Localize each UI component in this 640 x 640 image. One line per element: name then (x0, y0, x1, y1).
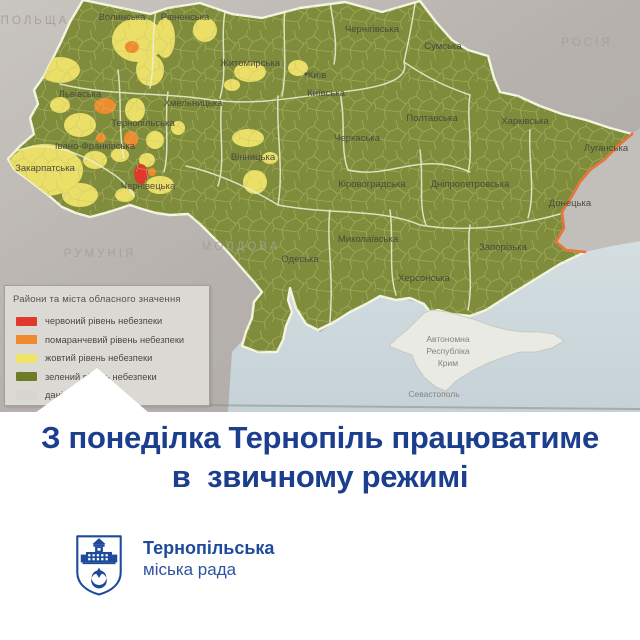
crimea-label: Крим (438, 358, 458, 368)
headline-line-2: в звичному режимі (171, 459, 469, 494)
org-name: Тернопільська (143, 538, 275, 558)
crimea-label: Севастополь (408, 389, 460, 399)
oblast-borders (13, 1, 561, 323)
region-label: Дніпропетровська (431, 179, 511, 190)
region-label: Рівненська (161, 12, 210, 23)
legend-color-swatch (16, 353, 37, 363)
legend-color-swatch (16, 335, 37, 345)
map-svg: ПОЛЬЩА РОСІЯ РУМУНІЯ МОЛДОВА Волинська Рівне… (0, 0, 640, 412)
ukraine-danger-levels-map: ПОЛЬЩА РОСІЯ РУМУНІЯ МОЛДОВА Волинська Рівне… (0, 0, 640, 412)
announcement-headline: З понеділка Тернопіль працюватиме в звич… (0, 418, 640, 496)
ternopil-coat-of-arms-icon (76, 535, 122, 596)
region-label: Сумська (424, 41, 462, 52)
country-label: ПОЛЬЩА (1, 15, 70, 27)
castle-windows (88, 548, 108, 561)
region-label: Волинська (99, 12, 147, 23)
region-label: Житомирська (220, 58, 281, 69)
announcement-card: З понеділка Тернопіль працюватиме в звич… (0, 412, 640, 640)
region-label: Івано-Франківська (55, 141, 136, 152)
headline-line-1: З понеділка Тернопіль працюватиме (41, 420, 599, 455)
city-council-logo: Тернопільська міська рада (70, 532, 274, 598)
crimea-region (388, 309, 565, 392)
region-label: Вінницька (231, 152, 276, 163)
map-photo-edge (184, 404, 640, 410)
region-label: Київська (307, 88, 345, 99)
region-labels: Волинська Рівненська Чернігівська Сумська Жи… (15, 12, 629, 284)
crimea-labels: Автономна Республіка Крим Севастополь (408, 334, 470, 399)
region-label: Одеська (281, 254, 319, 265)
crimea-label: Автономна (426, 334, 469, 344)
region-label: Запорізька (479, 242, 528, 253)
star-and-crescent-glyph (91, 567, 107, 589)
region-label: Чернігівська (345, 24, 400, 35)
country-label: РОСІЯ (561, 37, 612, 49)
country-labels: ПОЛЬЩА РОСІЯ РУМУНІЯ МОЛДОВА (1, 15, 612, 260)
country-label: РУМУНІЯ (64, 248, 136, 260)
region-label: Черкаська (334, 133, 381, 144)
region-label: Харківська (501, 116, 549, 127)
kyiv-city-dot (304, 72, 308, 76)
region-label: Донецька (549, 198, 592, 209)
region-label: Луганська (584, 143, 629, 154)
legend-item: жовтий рівень небезпеки (11, 349, 204, 368)
region-label: Львівська (59, 89, 102, 100)
region-label: Полтавська (406, 113, 458, 124)
legend-item-label: жовтий рівень небезпеки (45, 353, 153, 364)
occupied-east-area (556, 128, 640, 252)
region-label: Закарпатська (15, 163, 75, 174)
region-label: Миколаївська (338, 234, 399, 245)
legend-color-swatch (16, 316, 37, 326)
country-label: МОЛДОВА (202, 241, 281, 253)
region-label: Київ (308, 70, 327, 81)
region-label: Хмельницька (164, 98, 224, 109)
legend-item: помаранчевий рівень небезпеки (11, 331, 204, 350)
legend-item-label: червоний рівень небезпеки (45, 316, 163, 327)
region-label: Херсонська (398, 273, 450, 284)
legend-title: Райони та міста обласного значення (13, 294, 181, 305)
region-label: Кіровоградська (338, 179, 406, 190)
region-label: Чернівецька (121, 181, 176, 192)
region-label: Тернопільська (111, 118, 175, 129)
legend-color-swatch (16, 390, 37, 400)
legend-item-label: помаранчевий рівень небезпеки (45, 334, 185, 345)
legend-color-swatch (16, 372, 37, 382)
logo-text: Тернопільська міська рада (143, 532, 274, 581)
legend-item: червоний рівень небезпеки (11, 312, 204, 331)
org-subtitle: міська рада (143, 560, 237, 579)
crimea-label: Республіка (426, 346, 469, 356)
contact-line (554, 132, 634, 254)
